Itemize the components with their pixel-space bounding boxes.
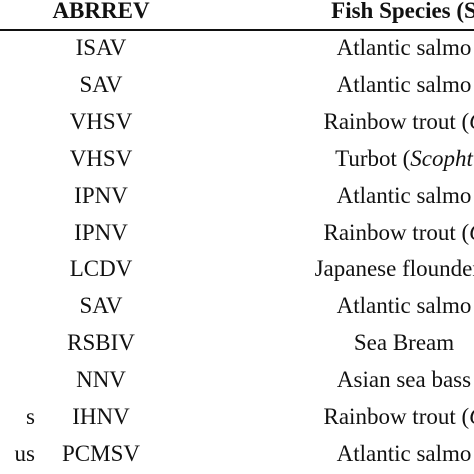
fish-species-common-name: Atlantic salmo	[336, 183, 472, 208]
abbreviation-cell: NNV	[76, 367, 126, 392]
fish-species-common-name: Turbot (	[335, 146, 411, 171]
abbreviation-cell: ISAV	[75, 35, 127, 60]
abbreviation-cell: IHNV	[72, 404, 130, 429]
fish-species-common-name: Sea Bream	[353, 330, 455, 355]
fish-species-cell: Atlantic salmo	[236, 291, 474, 321]
abbreviation-cell: IPNV	[74, 220, 128, 245]
fish-species-common-name: Rainbow trout (	[323, 220, 470, 245]
fish-species-cell: Rainbow trout (C	[236, 107, 474, 137]
fish-species-scientific-name: Scopht	[410, 146, 473, 171]
left-column-fragment: us	[14, 441, 35, 466]
fish-species-common-name: Atlantic salmo	[336, 35, 472, 60]
fish-species-common-name: Asian sea bass	[336, 367, 472, 392]
abbreviation-cell: LCDV	[69, 256, 133, 281]
abbreviation-cell: IPNV	[74, 183, 128, 208]
abbreviation-cell: PCMSV	[62, 441, 140, 466]
fish-species-cell: Sea Bream	[236, 328, 474, 358]
fish-species-common-name: Rainbow trout (	[323, 109, 470, 134]
fish-species-common-name: Atlantic salmo	[336, 441, 472, 466]
abbreviation-cell: VHSV	[69, 109, 133, 134]
fish-species-cell: Atlantic salmo	[236, 181, 474, 211]
header-fish-species: Fish Species (S	[331, 0, 474, 23]
fish-species-cell: Turbot (Scopht	[236, 144, 474, 174]
fish-species-common-name: Japanese flounder (	[314, 256, 474, 281]
fish-species-common-name: Atlantic salmo	[336, 293, 472, 318]
abbreviation-cell: RSBIV	[67, 330, 135, 355]
fish-species-scientific-name: C	[469, 220, 474, 245]
fish-species-cell: Rainbow trout (C	[236, 218, 474, 248]
fish-species-cell: Atlantic salmo	[236, 439, 474, 469]
fish-species-common-name: Atlantic salmo	[336, 72, 472, 97]
abbreviation-cell: SAV	[79, 72, 123, 97]
fish-species-common-name: Rainbow trout (	[323, 404, 470, 429]
abbreviation-cell: SAV	[79, 293, 123, 318]
fish-species-cell: Atlantic salmo	[236, 33, 474, 63]
fish-species-cell: Atlantic salmo	[236, 70, 474, 100]
fish-species-cell: Rainbow trout (C	[236, 402, 474, 432]
fish-species-cell: Japanese flounder (	[236, 254, 474, 284]
fish-species-cell: Asian sea bass	[236, 365, 474, 395]
fish-species-scientific-name: C	[469, 109, 474, 134]
abbreviation-cell: VHSV	[69, 146, 133, 171]
fish-species-scientific-name: C	[469, 404, 474, 429]
left-column-fragment: s	[26, 404, 35, 429]
header-abbreviation: ABRREV	[52, 0, 150, 23]
header-rule	[0, 29, 474, 31]
